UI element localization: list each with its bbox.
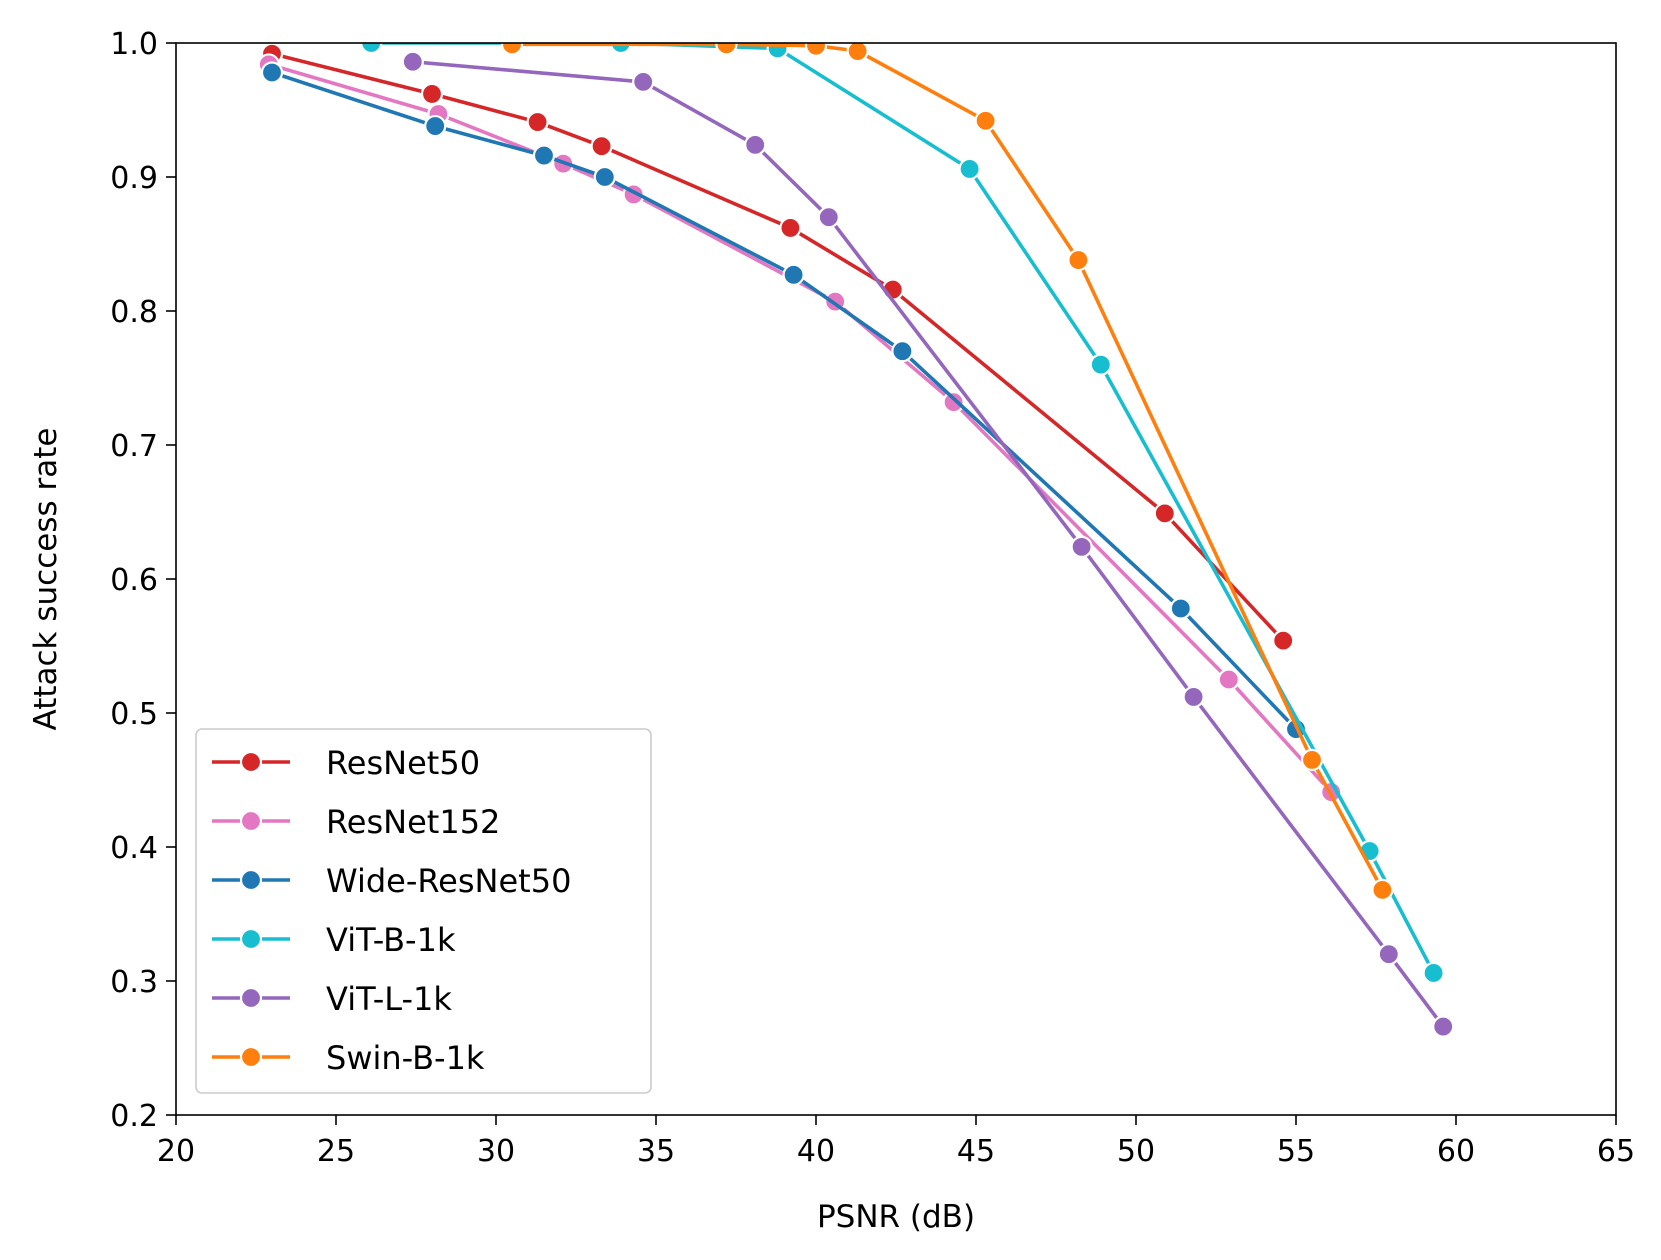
x-tick-label: 35 <box>637 1134 675 1169</box>
data-point-resnet50 <box>779 216 802 240</box>
legend-swatch-marker <box>239 927 263 951</box>
y-tick-label: 0.6 <box>110 563 158 598</box>
legend-label: ViT-L-1k <box>326 980 452 1018</box>
legend-swatch-marker <box>239 809 263 833</box>
data-point-wide-resnet50 <box>424 114 447 138</box>
data-point-swin-b-1k <box>974 109 997 132</box>
legend-label: Swin-B-1k <box>326 1039 485 1077</box>
data-point-vit-l-1k <box>744 133 767 156</box>
x-tick-label: 50 <box>1117 1134 1155 1169</box>
y-axis-label: Attack success rate <box>28 428 64 731</box>
series-swin-b-1k <box>500 43 1394 901</box>
data-point-swin-b-1k <box>846 43 869 63</box>
x-tick-label: 45 <box>957 1134 995 1169</box>
data-point-swin-b-1k <box>804 43 828 57</box>
legend-label: Wide-ResNet50 <box>326 862 571 900</box>
legend-item-wide-resnet50: Wide-ResNet50 <box>212 862 571 900</box>
data-point-wide-resnet50 <box>532 144 556 167</box>
x-tick-label: 20 <box>157 1134 195 1169</box>
data-point-resnet50 <box>1272 629 1295 652</box>
data-point-swin-b-1k <box>715 43 738 56</box>
data-point-wide-resnet50 <box>593 165 616 189</box>
legend-swatch-marker <box>239 1045 263 1069</box>
series-line-vit-l-1k <box>410 59 1446 1030</box>
x-tick-label: 55 <box>1277 1134 1315 1169</box>
x-axis: 20 25 30 35 40 45 50 55 60 65 <box>157 1115 1635 1169</box>
legend: ResNet50 ResNet152 Wide-ResNet50 ViT-B-1k Vi… <box>195 728 652 1094</box>
x-tick-label: 25 <box>317 1134 355 1169</box>
series-line-resnet152 <box>266 62 1334 795</box>
data-point-resnet50 <box>590 135 613 158</box>
x-tick-label: 60 <box>1437 1134 1475 1169</box>
y-tick-label: 0.4 <box>110 831 158 866</box>
data-point-resnet152 <box>942 391 965 414</box>
data-point-wide-resnet50 <box>782 263 805 286</box>
series-line-swin-b-1k <box>510 43 1385 893</box>
data-point-vit-l-1k <box>1432 1015 1455 1038</box>
legend-item-swin-b-1k: Swin-B-1k <box>212 1039 485 1077</box>
series-vit-b-1k <box>360 43 1445 985</box>
series-vit-l-1k <box>401 50 1455 1038</box>
data-point-vit-b-1k <box>1422 961 1445 985</box>
x-axis-label: PSNR (dB) <box>817 1199 975 1235</box>
legend-swatch-marker <box>239 750 263 774</box>
data-point-vit-b-1k <box>766 43 789 60</box>
legend-swatch-marker <box>239 868 263 892</box>
y-tick-label: 0.8 <box>110 295 158 330</box>
data-point-swin-b-1k <box>500 43 524 56</box>
y-tick-label: 0.9 <box>110 161 158 196</box>
y-tick-label: 0.3 <box>110 965 158 1000</box>
series-resnet50 <box>260 43 1295 652</box>
data-point-wide-resnet50 <box>891 340 914 363</box>
data-point-vit-b-1k <box>958 157 981 181</box>
legend-item-resnet152: ResNet152 <box>212 803 500 841</box>
legend-item-vit-l-1k: ViT-L-1k <box>212 980 452 1018</box>
data-point-vit-b-1k <box>1089 353 1112 376</box>
data-point-vit-l-1k <box>1182 685 1205 709</box>
legend-label: ResNet152 <box>326 803 500 841</box>
data-point-resnet50 <box>526 110 549 134</box>
y-tick-label: 0.2 <box>110 1099 158 1134</box>
legend-label: ResNet50 <box>326 744 480 782</box>
data-point-resnet152 <box>1217 668 1240 691</box>
data-point-resnet50 <box>1153 502 1176 525</box>
data-point-wide-resnet50 <box>1169 597 1192 620</box>
y-tick-label: 0.5 <box>110 697 158 732</box>
x-tick-label: 65 <box>1597 1134 1635 1169</box>
data-point-vit-l-1k <box>401 50 424 73</box>
y-tick-label: 1.0 <box>110 27 158 62</box>
legend-item-resnet50: ResNet50 <box>212 744 480 782</box>
data-point-swin-b-1k <box>1300 748 1324 772</box>
data-point-vit-l-1k <box>1070 535 1093 558</box>
x-tick-label: 40 <box>797 1134 835 1169</box>
data-point-swin-b-1k <box>1371 878 1394 901</box>
y-tick-label: 0.7 <box>110 429 158 464</box>
data-point-vit-l-1k <box>632 70 655 93</box>
data-point-vit-l-1k <box>817 206 840 229</box>
series-line-wide-resnet50 <box>269 70 1299 732</box>
data-point-swin-b-1k <box>1067 248 1090 272</box>
y-axis: 0.2 0.3 0.4 0.5 0.6 0.7 0.8 0.9 1.0 <box>110 27 176 1134</box>
x-tick-label: 30 <box>477 1134 515 1169</box>
series-resnet152 <box>257 53 1343 804</box>
series-line-resnet50 <box>269 51 1286 644</box>
data-point-vit-b-1k <box>360 43 383 55</box>
data-point-resnet50 <box>420 82 444 106</box>
data-point-wide-resnet50 <box>260 61 284 84</box>
legend-item-vit-b-1k: ViT-B-1k <box>212 921 456 959</box>
legend-swatch-marker <box>239 986 263 1010</box>
data-point-vit-l-1k <box>1377 943 1400 966</box>
legend-frame <box>195 728 652 1094</box>
legend-label: ViT-B-1k <box>326 921 456 959</box>
